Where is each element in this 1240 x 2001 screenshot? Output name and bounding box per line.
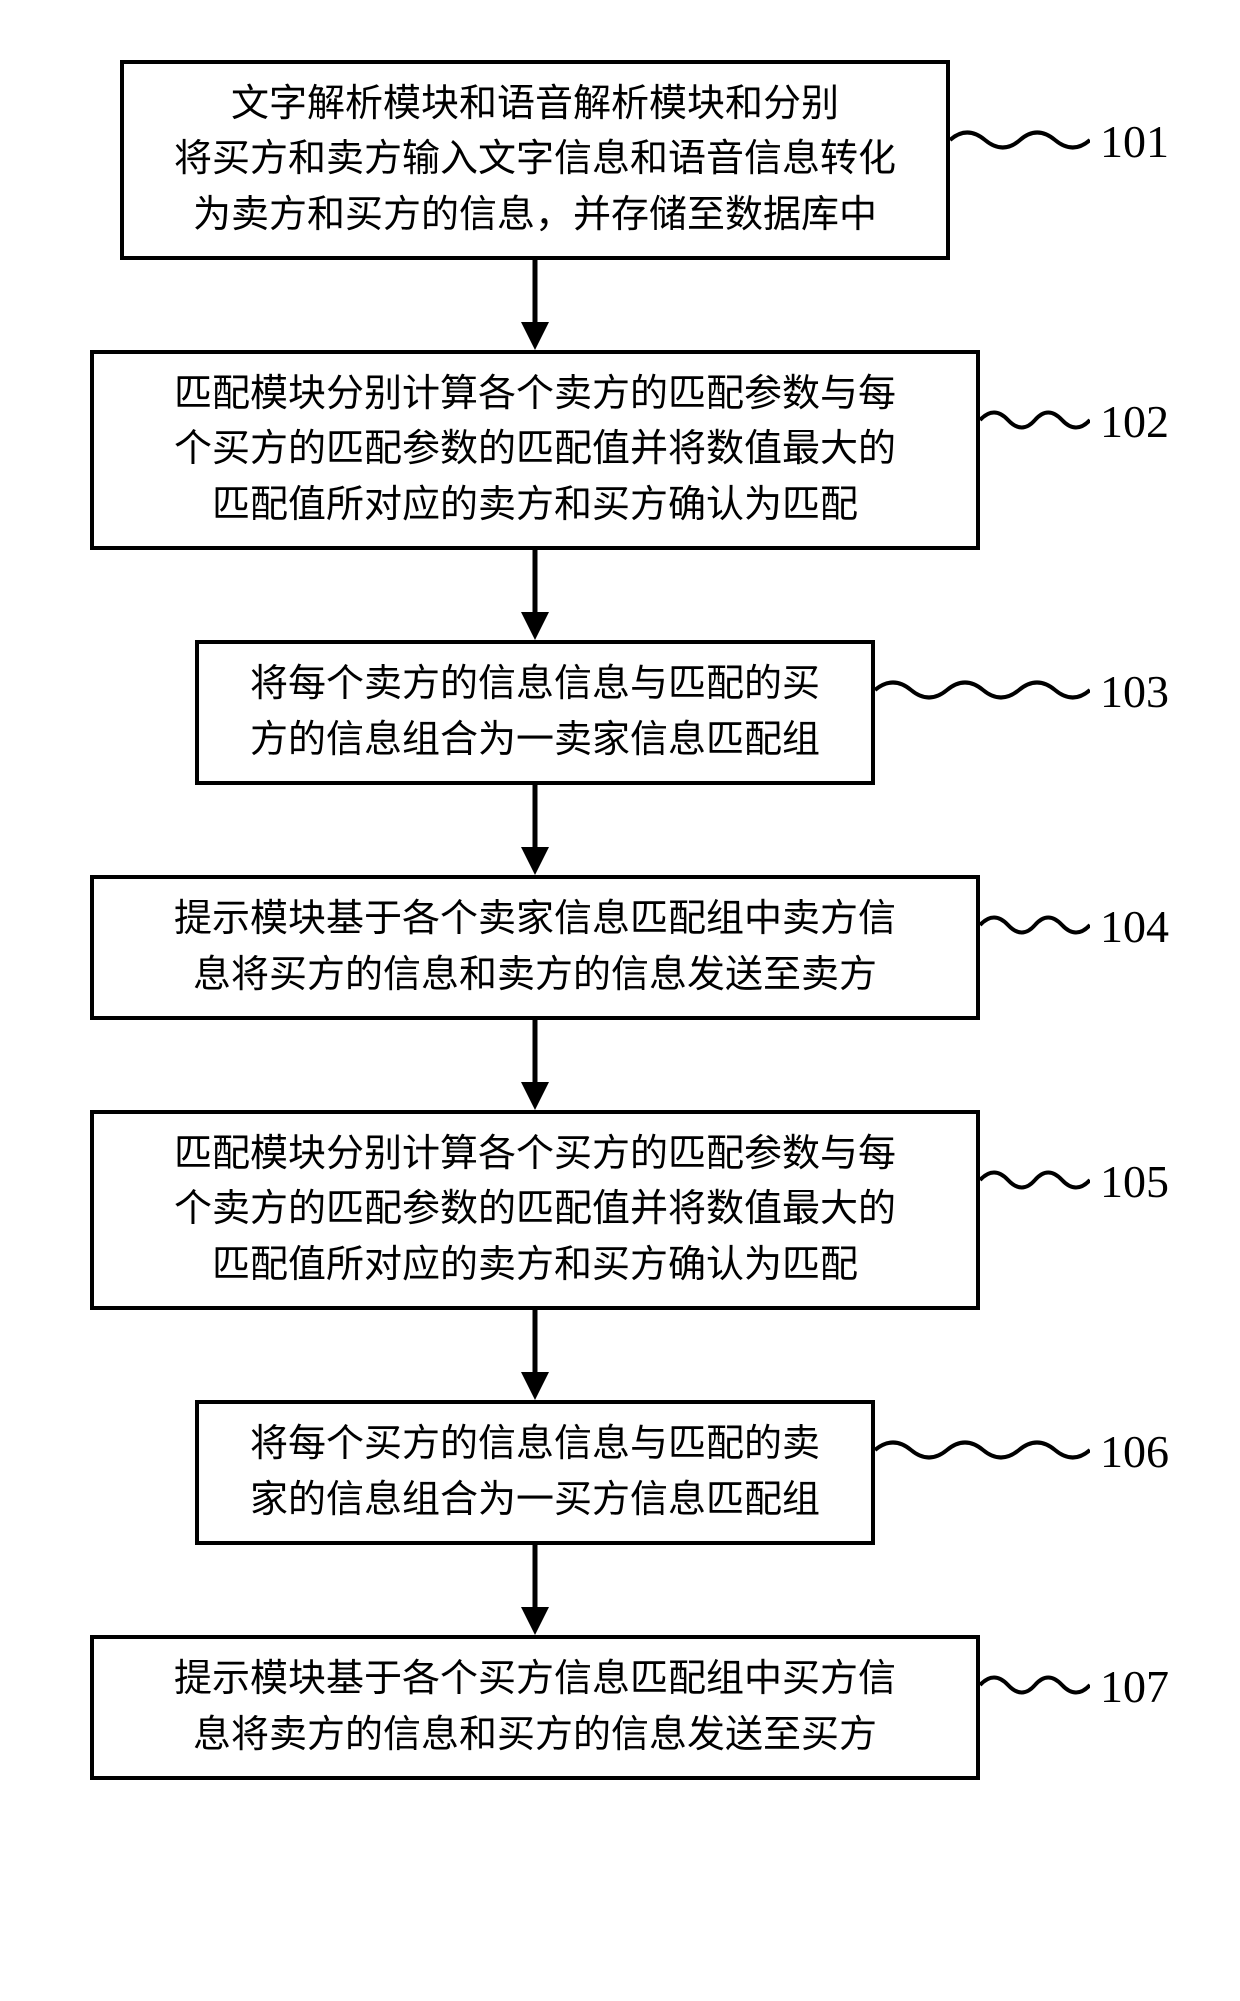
leader-101 — [950, 125, 1090, 155]
node-text: 文字解析模块和语音解析模块和分别将买方和卖方输入文字信息和语音信息转化为卖方和买… — [174, 77, 896, 242]
flow-node-104: 提示模块基于各个卖家信息匹配组中卖方信息将买方的信息和卖方的信息发送至卖方 — [90, 875, 980, 1020]
node-text: 匹配模块分别计算各个买方的匹配参数与每个卖方的匹配参数的匹配值并将数值最大的匹配… — [174, 1127, 896, 1292]
flow-node-103: 将每个卖方的信息信息与匹配的买方的信息组合为一卖家信息匹配组 — [195, 640, 875, 785]
arrow-101-102 — [505, 260, 565, 350]
flow-node-107: 提示模块基于各个买方信息匹配组中买方信息将卖方的信息和买方的信息发送至买方 — [90, 1635, 980, 1780]
leader-105 — [980, 1165, 1090, 1195]
flow-node-101: 文字解析模块和语音解析模块和分别将买方和卖方输入文字信息和语音信息转化为卖方和买… — [120, 60, 950, 260]
arrow-106-107 — [505, 1545, 565, 1635]
node-label-101: 101 — [1100, 115, 1169, 168]
node-text: 提示模块基于各个卖家信息匹配组中卖方信息将买方的信息和卖方的信息发送至卖方 — [174, 892, 896, 1002]
flow-node-106: 将每个买方的信息信息与匹配的卖家的信息组合为一买方信息匹配组 — [195, 1400, 875, 1545]
node-text: 将每个卖方的信息信息与匹配的买方的信息组合为一卖家信息匹配组 — [250, 657, 820, 767]
leader-103 — [875, 675, 1090, 705]
node-text: 将每个买方的信息信息与匹配的卖家的信息组合为一买方信息匹配组 — [250, 1417, 820, 1527]
leader-107 — [980, 1670, 1090, 1700]
node-label-103: 103 — [1100, 665, 1169, 718]
node-label-102: 102 — [1100, 395, 1169, 448]
arrow-103-104 — [505, 785, 565, 875]
flow-node-102: 匹配模块分别计算各个卖方的匹配参数与每个买方的匹配参数的匹配值并将数值最大的匹配… — [90, 350, 980, 550]
arrow-102-103 — [505, 550, 565, 640]
node-label-104: 104 — [1100, 900, 1169, 953]
flowchart-canvas: 文字解析模块和语音解析模块和分别将买方和卖方输入文字信息和语音信息转化为卖方和买… — [0, 0, 1240, 2001]
arrow-104-105 — [505, 1020, 565, 1110]
flow-node-105: 匹配模块分别计算各个买方的匹配参数与每个卖方的匹配参数的匹配值并将数值最大的匹配… — [90, 1110, 980, 1310]
node-text: 提示模块基于各个买方信息匹配组中买方信息将卖方的信息和买方的信息发送至买方 — [174, 1652, 896, 1762]
leader-104 — [980, 910, 1090, 940]
node-label-106: 106 — [1100, 1425, 1169, 1478]
node-label-107: 107 — [1100, 1660, 1169, 1713]
leader-102 — [980, 405, 1090, 435]
leader-106 — [875, 1435, 1090, 1465]
node-text: 匹配模块分别计算各个卖方的匹配参数与每个买方的匹配参数的匹配值并将数值最大的匹配… — [174, 367, 896, 532]
arrow-105-106 — [505, 1310, 565, 1400]
node-label-105: 105 — [1100, 1155, 1169, 1208]
